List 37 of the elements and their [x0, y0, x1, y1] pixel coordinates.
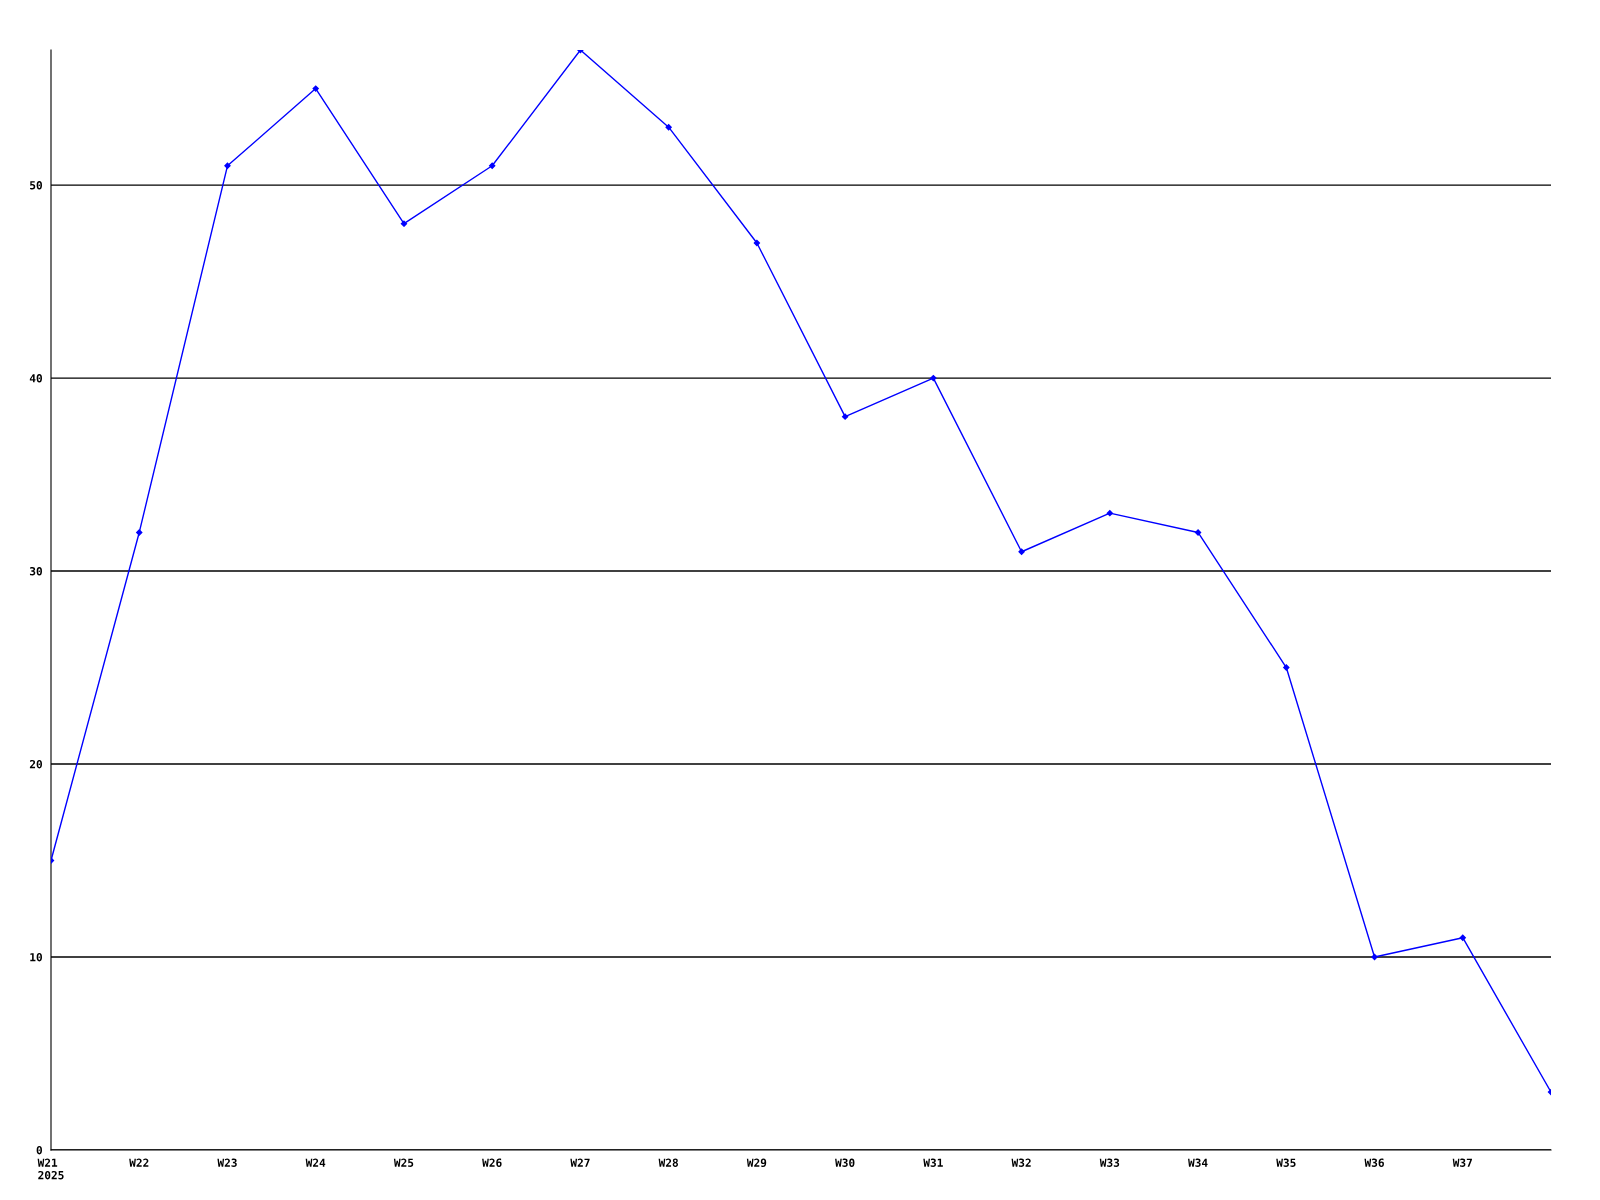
x-tick-label: W21 2025: [37, 1158, 64, 1180]
x-tick-label: W30: [835, 1158, 855, 1167]
x-tick-label: W26: [482, 1158, 502, 1167]
point: [930, 374, 937, 382]
y-tick-label: 0: [36, 1145, 42, 1155]
point: [665, 124, 672, 131]
point: [753, 239, 761, 247]
point: [224, 162, 231, 169]
y-tick-label: 50: [30, 181, 42, 190]
x-tick-label: W31: [923, 1158, 943, 1167]
x-tick-label: W22: [129, 1158, 149, 1167]
point: [1459, 934, 1466, 941]
point: [1018, 548, 1025, 555]
point: [841, 413, 849, 420]
point: [1194, 529, 1202, 536]
point: [1106, 510, 1113, 517]
point: [1283, 664, 1290, 671]
x-tick-label: W35: [1276, 1158, 1296, 1167]
x-tick-label: W32: [1011, 1158, 1031, 1167]
x-tick-label: W27: [570, 1158, 590, 1167]
y-tick-label: 30: [29, 567, 42, 576]
x-tick-label: W29: [746, 1158, 767, 1167]
x-tick-label: W25: [393, 1158, 414, 1167]
y-tick-label: 20: [29, 760, 42, 769]
point: [136, 529, 143, 536]
point: [400, 220, 408, 227]
x-tick-label: W24: [305, 1158, 326, 1167]
x-tick-label: W33: [1099, 1158, 1120, 1167]
point: [312, 85, 319, 92]
point: [489, 162, 496, 169]
x-tick-label: W34: [1188, 1158, 1208, 1167]
x-tick-label: W36: [1364, 1158, 1384, 1167]
x-tick-label: W28: [658, 1158, 678, 1167]
y-tick-label: 10: [30, 952, 42, 962]
y-tick-label: 40: [29, 374, 42, 383]
x-tick-label: W23: [217, 1158, 237, 1167]
x-tick-label: W37: [1452, 1158, 1472, 1167]
